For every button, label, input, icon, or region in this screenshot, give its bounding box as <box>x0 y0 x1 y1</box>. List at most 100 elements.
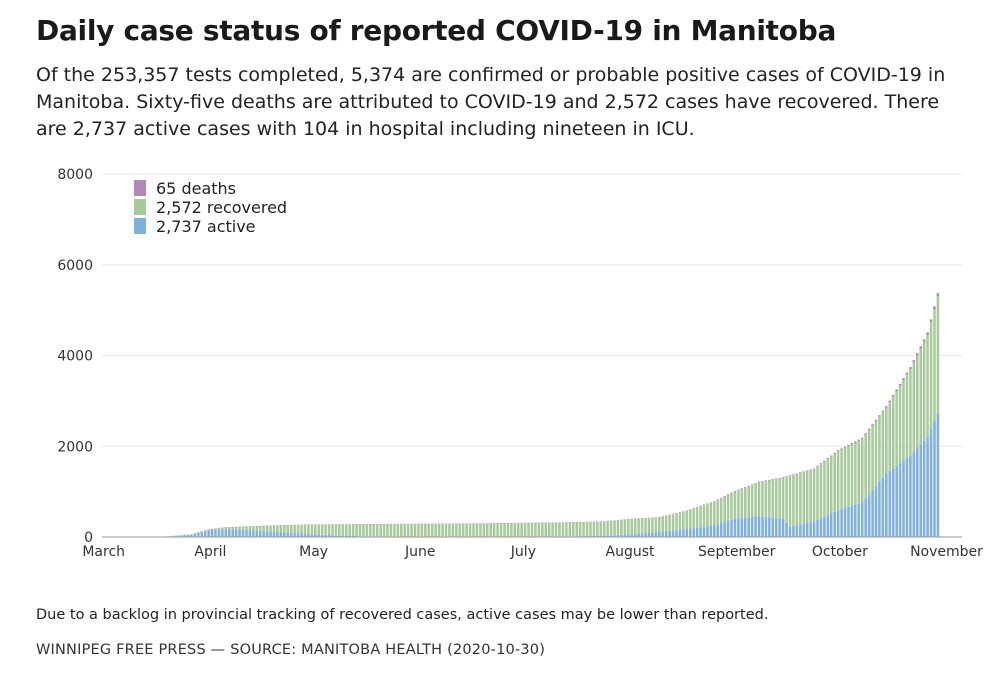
bar-active <box>854 504 857 537</box>
bar-active <box>840 509 843 537</box>
bar-active <box>207 530 210 537</box>
bar-recovered <box>658 517 661 533</box>
bar-active <box>334 535 338 537</box>
bar-recovered <box>850 444 854 506</box>
bar-active <box>283 532 286 537</box>
footnote: Due to a backlog in provincial tracking … <box>36 607 769 623</box>
y-tick-label: 0 <box>84 530 93 546</box>
bar-recovered <box>661 516 664 532</box>
bar-recovered <box>558 522 561 537</box>
bar-recovered <box>843 447 847 509</box>
bar-recovered <box>420 524 424 537</box>
y-tick-label: 6000 <box>57 258 93 274</box>
bar-recovered <box>252 526 255 531</box>
bar-recovered <box>805 471 809 523</box>
bar-recovered <box>396 524 400 537</box>
bar-recovered <box>623 519 627 535</box>
bar-active <box>823 516 826 537</box>
bar-recovered <box>744 487 747 518</box>
bar-recovered <box>878 416 881 482</box>
bar-active <box>919 444 922 537</box>
bar-recovered <box>688 509 692 529</box>
bar-deaths <box>840 448 843 450</box>
bar-recovered <box>644 518 647 534</box>
bar-recovered <box>355 524 358 537</box>
bar-recovered <box>369 524 372 537</box>
bar-recovered <box>344 524 348 536</box>
bar-recovered <box>788 476 792 527</box>
bar-deaths <box>719 497 723 499</box>
bar-recovered <box>847 445 850 507</box>
bar-active <box>344 535 348 537</box>
bar-active <box>314 534 317 537</box>
bar-active <box>613 535 616 537</box>
bar-recovered <box>582 522 585 537</box>
bar-recovered <box>527 523 530 537</box>
bar-recovered <box>764 481 768 517</box>
bars <box>142 293 940 538</box>
bar-recovered <box>809 470 812 523</box>
bar-active <box>888 470 892 537</box>
bar-deaths <box>850 443 854 445</box>
bar-recovered <box>348 524 351 536</box>
bar-recovered <box>651 517 654 533</box>
bar-recovered <box>458 523 462 537</box>
legend-swatch-deaths <box>134 180 146 196</box>
bar-recovered <box>417 524 420 537</box>
bar-recovered <box>389 524 393 537</box>
bar-active <box>633 533 637 537</box>
bar-active <box>895 465 898 537</box>
bar-active <box>602 535 606 537</box>
bar-recovered <box>427 523 431 537</box>
bar-recovered <box>289 525 293 533</box>
bar-active <box>695 527 699 537</box>
bar-active <box>289 532 293 537</box>
bar-active <box>771 517 775 537</box>
bar-active <box>929 429 933 537</box>
bar-active <box>805 523 809 537</box>
bar-recovered <box>224 527 228 530</box>
bar-active <box>183 535 186 537</box>
bar-recovered <box>310 524 314 535</box>
chart-title: Daily case status of reported COVID-19 i… <box>36 14 837 47</box>
bar-recovered <box>334 524 338 536</box>
bar-deaths <box>833 452 836 454</box>
bar-recovered <box>324 524 327 535</box>
bar-active <box>754 516 757 537</box>
bar-active <box>871 490 874 537</box>
bar-recovered <box>341 524 345 536</box>
bar-recovered <box>891 396 895 469</box>
bar-deaths <box>864 433 867 435</box>
bar-active <box>296 533 300 537</box>
bar-deaths <box>926 332 929 336</box>
bar-recovered <box>258 526 262 531</box>
bar-deaths <box>919 346 922 349</box>
bar-recovered <box>771 479 775 518</box>
bar-active <box>592 535 596 537</box>
bar-recovered <box>382 524 386 537</box>
bar-deaths <box>843 446 847 448</box>
bar-recovered <box>320 524 324 535</box>
bar-active <box>640 533 644 537</box>
bar-recovered <box>702 505 706 527</box>
bar-deaths <box>761 481 764 482</box>
bar-active <box>902 460 905 537</box>
bar-recovered <box>510 523 513 537</box>
bar-deaths <box>933 306 936 310</box>
bar-recovered <box>778 478 781 519</box>
bar-deaths <box>709 502 713 503</box>
bar-recovered <box>530 523 534 537</box>
x-tick-label: May <box>299 544 328 560</box>
bar-active <box>757 516 761 537</box>
bar-recovered <box>860 438 864 503</box>
bar-recovered <box>534 523 537 537</box>
bar-deaths <box>774 478 778 480</box>
bar-recovered <box>245 526 248 530</box>
bar-deaths <box>726 494 730 495</box>
bar-recovered <box>351 524 355 537</box>
bar-active <box>812 521 816 537</box>
bar-recovered <box>269 525 272 532</box>
bar-active <box>609 535 613 537</box>
bar-recovered <box>719 498 723 524</box>
bar-active <box>671 530 675 537</box>
